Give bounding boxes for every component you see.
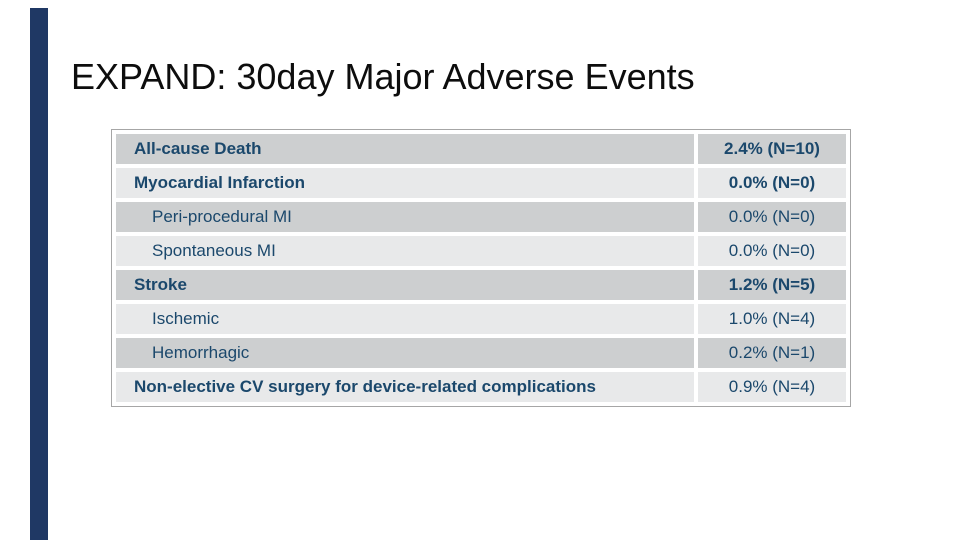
event-value: 2.4% (N=10) xyxy=(698,134,846,164)
event-label: Non-elective CV surgery for device-relat… xyxy=(116,372,694,402)
event-label: Myocardial Infarction xyxy=(116,168,694,198)
table-row: Hemorrhagic 0.2% (N=1) xyxy=(116,338,846,368)
event-value: 0.0% (N=0) xyxy=(698,236,846,266)
event-value: 0.0% (N=0) xyxy=(698,168,846,198)
slide-title: EXPAND: 30day Major Adverse Events xyxy=(71,56,695,97)
event-label: Stroke xyxy=(116,270,694,300)
accent-bar xyxy=(30,8,48,540)
event-label: Peri-procedural MI xyxy=(116,202,694,232)
event-label: All-cause Death xyxy=(116,134,694,164)
event-value: 0.2% (N=1) xyxy=(698,338,846,368)
adverse-events-table: All-cause Death 2.4% (N=10) Myocardial Inf… xyxy=(111,129,851,407)
event-label: Spontaneous MI xyxy=(116,236,694,266)
table-row: Non-elective CV surgery for device-relat… xyxy=(116,372,846,402)
event-label: Hemorrhagic xyxy=(116,338,694,368)
event-value: 1.2% (N=5) xyxy=(698,270,846,300)
table-row: All-cause Death 2.4% (N=10) xyxy=(116,134,846,164)
table-row: Stroke 1.2% (N=5) xyxy=(116,270,846,300)
table-row: Spontaneous MI 0.0% (N=0) xyxy=(116,236,846,266)
event-value: 1.0% (N=4) xyxy=(698,304,846,334)
table-row: Ischemic 1.0% (N=4) xyxy=(116,304,846,334)
table-row: Peri-procedural MI 0.0% (N=0) xyxy=(116,202,846,232)
table-row: Myocardial Infarction 0.0% (N=0) xyxy=(116,168,846,198)
event-value: 0.9% (N=4) xyxy=(698,372,846,402)
event-value: 0.0% (N=0) xyxy=(698,202,846,232)
event-label: Ischemic xyxy=(116,304,694,334)
